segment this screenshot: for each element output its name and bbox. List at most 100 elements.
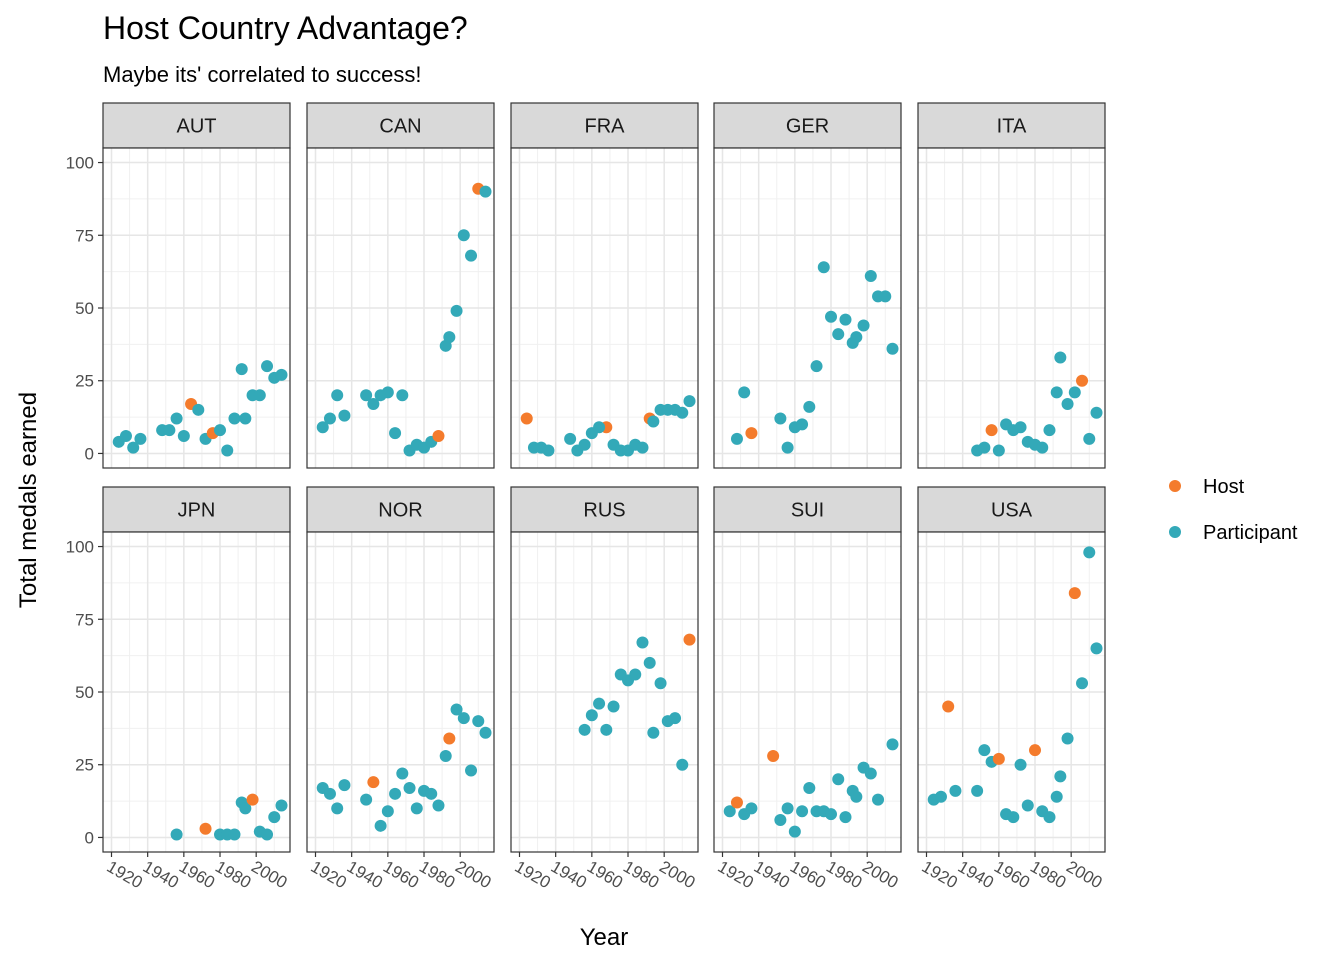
data-point-participant [381, 805, 394, 818]
panel-border [917, 147, 1106, 469]
data-point-participant [803, 782, 816, 794]
data-point-participant [1054, 351, 1067, 364]
data-point-participant [1090, 642, 1103, 655]
data-point-participant [796, 805, 809, 818]
data-point-participant [542, 444, 555, 457]
data-point-participant [857, 319, 870, 332]
data-point-participant [1090, 406, 1103, 419]
data-point-participant [872, 793, 885, 806]
data-point-participant [832, 328, 845, 341]
data-point-participant [1014, 758, 1027, 771]
data-point-host [1076, 374, 1089, 387]
data-point-participant [781, 441, 794, 454]
x-tick-label: 1960 [991, 857, 1033, 892]
data-point-participant [450, 304, 463, 317]
data-point-participant [192, 403, 205, 416]
data-point-participant [745, 802, 758, 815]
facet-strip-rus [510, 486, 699, 533]
data-point-participant [825, 808, 838, 821]
y-axis-title: Total medals earned [15, 392, 42, 608]
x-tick-label: 1940 [344, 857, 386, 892]
x-tick-label: 1960 [787, 857, 829, 892]
data-point-participant [228, 828, 241, 841]
data-point-participant [669, 712, 682, 725]
facet-label: FRA [585, 116, 626, 138]
data-point-participant [971, 784, 984, 797]
data-point-participant [275, 368, 288, 381]
data-point-participant [1021, 799, 1034, 812]
data-point-participant [864, 767, 877, 780]
data-point-participant [585, 709, 598, 722]
data-point-participant [410, 802, 423, 815]
data-point-participant [1068, 386, 1081, 399]
data-point-host [745, 427, 758, 440]
data-point-participant [261, 828, 274, 841]
data-point-participant [396, 767, 409, 780]
data-point-host [367, 776, 380, 789]
data-point-participant [832, 773, 845, 786]
y-tick-label: 75 [75, 226, 94, 245]
data-point-participant [374, 819, 387, 832]
data-point-participant [934, 790, 947, 803]
y-tick-label: 25 [75, 372, 94, 391]
x-tick-label: 1980 [620, 857, 662, 892]
data-point-host [1068, 587, 1081, 600]
data-point-participant [450, 703, 463, 716]
data-point-participant [425, 787, 438, 800]
panel-border [713, 531, 902, 853]
data-point-participant [235, 363, 248, 376]
data-point-participant [338, 409, 351, 422]
data-point-participant [228, 412, 241, 425]
legend-key-host [1169, 480, 1181, 492]
data-point-participant [338, 779, 351, 792]
data-point-participant [163, 424, 176, 437]
data-point-participant [472, 715, 485, 728]
facet-label: USA [991, 500, 1033, 522]
x-axis-title: Year [580, 924, 629, 951]
data-point-host [432, 430, 445, 442]
data-point-participant [978, 744, 991, 757]
panel-border [306, 147, 495, 469]
data-point-participant [465, 764, 478, 777]
facet-label: JPN [178, 500, 216, 522]
data-point-participant [331, 389, 344, 402]
data-point-participant [479, 726, 492, 739]
data-point-participant [781, 802, 794, 815]
data-point-host [730, 796, 743, 809]
data-point-participant [774, 814, 787, 826]
data-point-host [1029, 744, 1042, 757]
data-point-participant [439, 750, 452, 762]
data-point-participant [261, 360, 274, 373]
data-point-participant [465, 249, 478, 262]
data-point-participant [850, 790, 863, 803]
data-point-participant [654, 677, 667, 690]
x-tick-label: 2000 [248, 857, 290, 892]
y-tick-label: 50 [75, 299, 94, 318]
data-point-host [443, 732, 456, 745]
data-point-participant [360, 389, 373, 402]
data-point-participant [389, 427, 402, 440]
x-tick-label: 2000 [452, 857, 494, 892]
data-point-participant [850, 331, 863, 344]
x-tick-label: 1920 [104, 857, 146, 892]
data-point-participant [1061, 732, 1074, 745]
x-tick-label: 1940 [548, 857, 590, 892]
facet-strip-usa [917, 486, 1106, 533]
data-point-participant [578, 723, 591, 736]
x-tick-label: 1940 [140, 857, 182, 892]
data-point-participant [1007, 811, 1020, 824]
data-point-participant [1054, 770, 1067, 783]
x-tick-label: 1980 [1027, 857, 1069, 892]
data-point-host [942, 700, 955, 713]
x-tick-label: 2000 [656, 857, 698, 892]
data-point-participant [1083, 432, 1096, 445]
data-point-participant [1050, 790, 1063, 803]
data-point-participant [1014, 421, 1027, 434]
panel-border [510, 531, 699, 853]
facet-strip-sui [713, 486, 902, 533]
data-point-participant [978, 441, 991, 454]
data-point-participant [886, 738, 899, 751]
data-point-participant [396, 389, 409, 402]
data-point-participant [316, 421, 329, 434]
